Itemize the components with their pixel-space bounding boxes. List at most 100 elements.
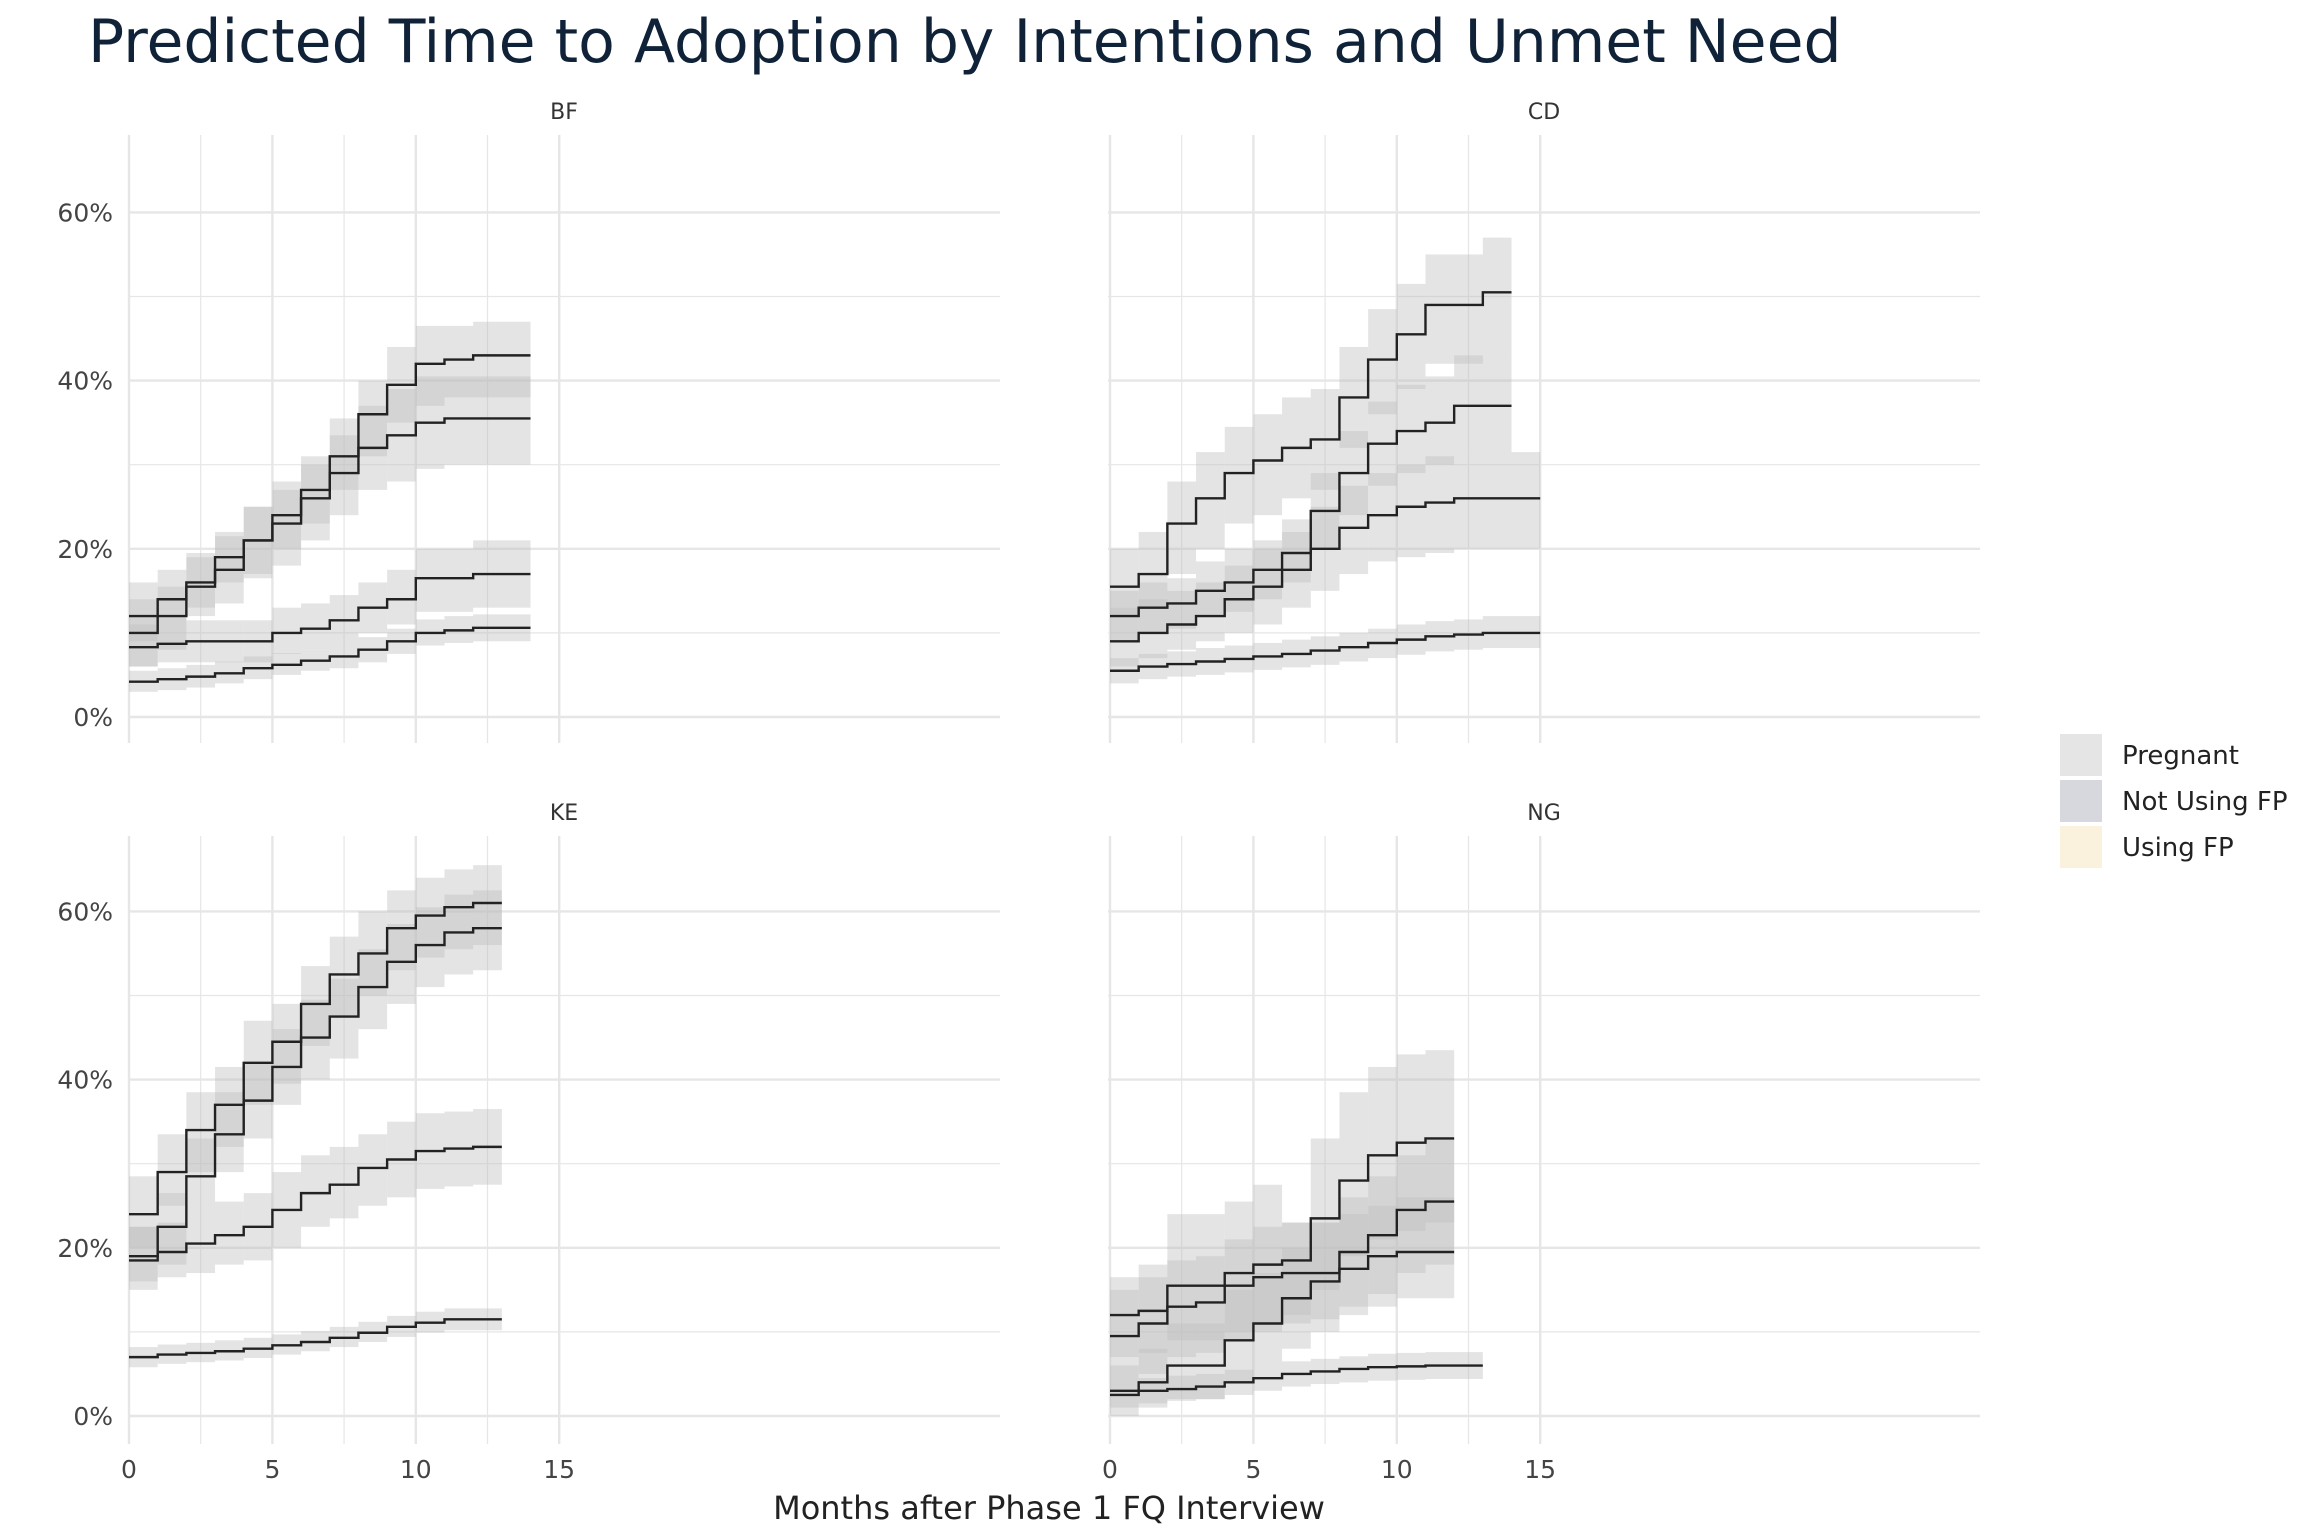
confidence-band bbox=[1110, 1050, 1455, 1358]
band-segment bbox=[157, 586, 187, 650]
band-segment bbox=[1454, 452, 1483, 549]
panel-ng: NG 0 5 10 15 bbox=[1102, 801, 1980, 1484]
band-segment bbox=[301, 966, 330, 1046]
band-segment bbox=[1138, 1277, 1168, 1374]
band-segment bbox=[1368, 473, 1397, 562]
band-segment bbox=[501, 376, 531, 465]
band-segment bbox=[1196, 452, 1225, 549]
band-segment bbox=[243, 506, 273, 579]
legend-key bbox=[2060, 780, 2102, 822]
band-segment bbox=[1310, 1138, 1340, 1290]
band-segment bbox=[301, 1155, 330, 1227]
band-segment bbox=[1138, 531, 1168, 608]
band-segment bbox=[387, 569, 416, 625]
band-segment bbox=[1138, 1348, 1168, 1408]
band-segment bbox=[444, 376, 474, 465]
band-segment bbox=[358, 1134, 388, 1206]
band-segment bbox=[1167, 1214, 1197, 1341]
band-segment bbox=[473, 376, 502, 465]
band-segment bbox=[129, 1176, 158, 1248]
band-segment bbox=[1110, 607, 1139, 667]
legend-label: Not Using FP bbox=[2122, 787, 2288, 817]
band-segment bbox=[1454, 355, 1483, 453]
grid bbox=[1108, 135, 1980, 743]
band-segment bbox=[301, 999, 330, 1080]
series-line bbox=[129, 1145, 502, 1258]
series-line bbox=[129, 572, 531, 649]
band-segment bbox=[358, 380, 388, 457]
y-tick-label: 20% bbox=[57, 1234, 113, 1263]
band-segment bbox=[415, 548, 445, 612]
band-segment bbox=[1425, 254, 1455, 364]
x-tick-label: 0 bbox=[1102, 1455, 1118, 1484]
series-line bbox=[129, 901, 502, 1216]
band-segment bbox=[1425, 376, 1455, 465]
series-line bbox=[129, 417, 531, 635]
band-segment bbox=[1396, 1197, 1426, 1299]
band-segment bbox=[1368, 1066, 1397, 1240]
y-tick-label: 0% bbox=[73, 1402, 113, 1431]
grid bbox=[127, 836, 1000, 1444]
band-segment bbox=[1339, 1214, 1369, 1316]
series-line bbox=[1110, 291, 1512, 588]
legend-label: Using FP bbox=[2122, 833, 2234, 863]
band-segment bbox=[272, 489, 302, 566]
legend-key bbox=[2060, 826, 2102, 868]
band-segment bbox=[1196, 1256, 1225, 1353]
band-segment bbox=[329, 418, 359, 490]
band-segment bbox=[1167, 481, 1197, 575]
band-segment bbox=[387, 890, 416, 971]
legend-key bbox=[2060, 734, 2102, 776]
panel-ke: KE 0% 20% 40% 60% 0 5 10 15 bbox=[57, 801, 1000, 1484]
series-line bbox=[129, 626, 531, 683]
band-segment bbox=[1425, 456, 1455, 554]
band-segment bbox=[473, 321, 502, 398]
facet-label: NG bbox=[1527, 801, 1561, 826]
band-segment bbox=[1425, 1050, 1455, 1223]
band-segment bbox=[1110, 548, 1139, 617]
series-line bbox=[1110, 1137, 1455, 1317]
x-tick-label: 5 bbox=[264, 1455, 280, 1484]
band-segment bbox=[1253, 1184, 1283, 1324]
band-segment bbox=[1167, 1260, 1197, 1358]
grid bbox=[127, 135, 1000, 743]
band-segment bbox=[329, 978, 359, 1059]
band-segment bbox=[272, 607, 302, 654]
band-segment bbox=[1310, 1222, 1340, 1332]
band-segment bbox=[444, 548, 474, 612]
facet-panels: BF 0% 20% 40% 60% CD KE 0% 20% 40% 60% 0 5 10 15 NG 0 5 10… bbox=[57, 100, 1980, 1484]
band-segment bbox=[1339, 485, 1369, 575]
series-line bbox=[1110, 1250, 1455, 1392]
x-tick-label: 10 bbox=[400, 1455, 432, 1484]
confidence-band bbox=[1110, 237, 1512, 617]
x-tick-label: 0 bbox=[121, 1455, 137, 1484]
band-segment bbox=[301, 464, 330, 541]
band-segment bbox=[1224, 1289, 1254, 1383]
band-segment bbox=[1396, 464, 1426, 558]
band-segment bbox=[215, 1201, 244, 1265]
band-segment bbox=[444, 869, 474, 950]
y-tick-label: 20% bbox=[57, 535, 113, 564]
band-segment bbox=[1196, 582, 1225, 642]
grid bbox=[1108, 836, 1980, 1444]
band-segment bbox=[186, 553, 216, 608]
band-segment bbox=[129, 1226, 158, 1290]
facet-label: CD bbox=[1528, 100, 1560, 125]
band-segment bbox=[1482, 452, 1512, 549]
band-segment bbox=[301, 603, 330, 650]
band-segment bbox=[387, 924, 416, 1004]
series-line bbox=[1110, 631, 1541, 672]
band-segment bbox=[157, 1134, 187, 1206]
band-segment bbox=[1110, 1277, 1139, 1358]
band-segment bbox=[1396, 283, 1426, 390]
band-segment bbox=[415, 325, 445, 406]
band-segment bbox=[1224, 1239, 1254, 1341]
x-axis-label: Months after Phase 1 FQ Interview bbox=[773, 1489, 1325, 1527]
band-segment bbox=[186, 1092, 216, 1173]
band-segment bbox=[1224, 548, 1254, 612]
band-segment bbox=[1482, 355, 1512, 453]
band-segment bbox=[129, 582, 158, 642]
band-segment bbox=[1368, 309, 1397, 415]
